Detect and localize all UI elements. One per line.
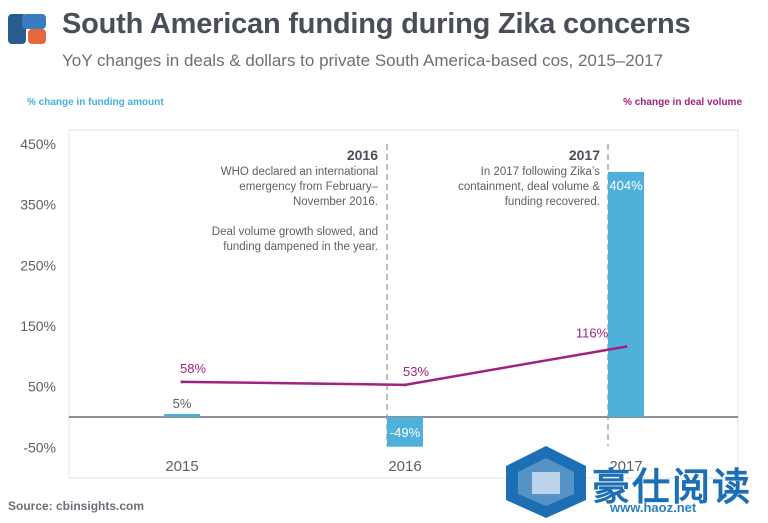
x-tick-label: 2016	[388, 458, 421, 475]
annotation-text-line: November 2016.	[293, 196, 378, 208]
funding-bar	[164, 413, 200, 417]
chart-subtitle: YoY changes in deals & dollars to privat…	[62, 51, 664, 70]
y-tick-label: 50%	[28, 379, 56, 395]
annotation-text-line: containment, deal volume &	[458, 181, 600, 193]
source-note: Source: cbinsights.com	[8, 499, 145, 513]
annotation-text-line: WHO declared an international	[221, 166, 378, 178]
funding-bar-data-label: 404%	[609, 178, 643, 193]
cb-insights-logo-icon	[8, 14, 46, 44]
y-tick-label: 350%	[20, 197, 56, 213]
x-tick-label: 2015	[165, 458, 198, 475]
deal-volume-point	[403, 383, 407, 387]
legend-deal-volume: % change in deal volume	[623, 97, 742, 108]
y-tick-label: -50%	[23, 439, 56, 455]
x-tick-label: 2017	[609, 458, 642, 475]
deal-volume-point	[180, 380, 184, 384]
chart-title: South American funding during Zika conce…	[62, 8, 691, 40]
y-tick-label: 150%	[20, 318, 56, 334]
annotation-year: 2017	[569, 147, 600, 163]
annotation-text-line: In 2017 following Zika’s	[481, 166, 601, 178]
funding-bar	[608, 171, 644, 417]
deal-volume-data-label: 116%	[576, 326, 609, 341]
legend-funding-amount: % change in funding amount	[27, 97, 164, 108]
y-tick-label: 250%	[20, 257, 56, 273]
watermark-text: 豪仕阅读	[592, 467, 753, 509]
annotation-year: 2016	[347, 147, 378, 163]
annotation-text-line: emergency from February–	[239, 181, 378, 193]
y-tick-label: 450%	[20, 136, 56, 152]
watermark-url: www.haoz.net	[610, 500, 697, 515]
funding-bar-data-label: 5%	[173, 396, 192, 411]
annotation-text-line: Deal volume growth slowed, and	[212, 226, 378, 238]
deal-volume-data-label: 53%	[403, 364, 429, 379]
funding-bar-data-label: -49%	[390, 425, 421, 440]
deal-volume-data-label: 58%	[180, 361, 206, 376]
watermark-logo-icon	[506, 446, 586, 518]
funding-bar	[387, 417, 423, 447]
deal-volume-point	[624, 345, 628, 349]
annotation-text-line: funding dampened in the year.	[223, 241, 378, 253]
annotation-text-line: funding recovered.	[505, 196, 600, 208]
